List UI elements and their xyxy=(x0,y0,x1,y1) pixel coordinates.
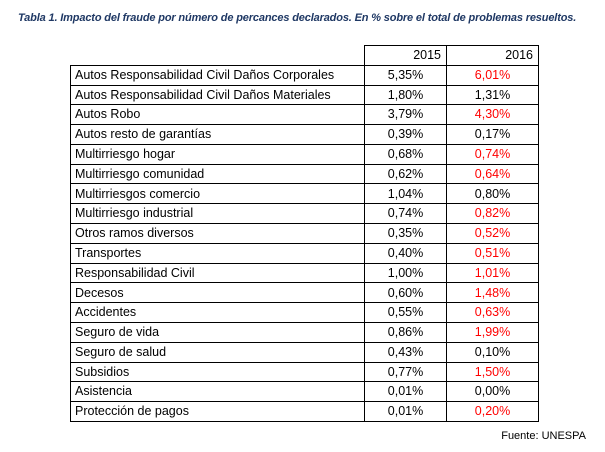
table-row: Asistencia 0,01% 0,00% xyxy=(70,381,539,403)
table-row: Multirriesgo hogar 0,68% 0,74% xyxy=(70,143,539,165)
table-row: Otros ramos diversos 0,35% 0,52% xyxy=(70,223,539,244)
row-label: Autos Responsabilidad Civil Daños Corpor… xyxy=(70,64,365,86)
value-2016: 0,52% xyxy=(446,223,539,244)
row-label: Subsidios xyxy=(70,361,365,383)
table-caption: Tabla 1. Impacto del fraude por número d… xyxy=(18,12,577,24)
table-row: Subsidios 0,77% 1,50% xyxy=(70,361,539,383)
header-row: 2015 2016 xyxy=(71,45,539,66)
value-2016: 0,63% xyxy=(446,302,539,323)
table-body: Autos Responsabilidad Civil Daños Corpor… xyxy=(70,64,539,422)
table-row: Accidentes 0,55% 0,63% xyxy=(70,302,539,323)
table-row: Seguro de vida 0,86% 1,99% xyxy=(70,321,539,343)
row-label: Multirriesgo hogar xyxy=(70,143,365,165)
row-label: Multirriesgo comunidad xyxy=(70,163,365,185)
row-label: Accidentes xyxy=(70,302,365,323)
row-label: Multirriesgo industrial xyxy=(70,203,365,225)
value-2016: 0,10% xyxy=(446,341,539,363)
table-row: Protección de pagos 0,01% 0,20% xyxy=(70,401,539,422)
value-2016: 0,20% xyxy=(446,401,539,422)
value-2016: 1,31% xyxy=(446,84,539,106)
value-2015: 0,01% xyxy=(364,381,447,403)
table-row: Autos resto de garantías 0,39% 0,17% xyxy=(70,124,539,145)
value-2016: 1,99% xyxy=(446,321,539,343)
value-2015: 5,35% xyxy=(364,64,447,86)
value-2016: 1,01% xyxy=(446,262,539,284)
table-row: Responsabilidad Civil 1,00% 1,01% xyxy=(70,262,539,284)
value-2016: 0,51% xyxy=(446,242,539,264)
value-2016: 1,48% xyxy=(446,282,539,304)
value-2015: 0,35% xyxy=(364,223,447,244)
source-note: Fuente: UNESPA xyxy=(501,430,586,442)
row-label: Seguro de salud xyxy=(70,341,365,363)
header-spacer-cell xyxy=(71,46,365,66)
header-year-2015: 2015 xyxy=(364,45,447,66)
value-2015: 0,60% xyxy=(364,282,447,304)
table-row: Autos Responsabilidad Civil Daños Corpor… xyxy=(70,64,539,86)
value-2016: 0,00% xyxy=(446,381,539,403)
value-2015: 1,00% xyxy=(364,262,447,284)
table-row: Autos Robo 3,79% 4,30% xyxy=(70,104,539,126)
value-2016: 4,30% xyxy=(446,104,539,126)
row-label: Autos resto de garantías xyxy=(70,124,365,145)
row-label: Responsabilidad Civil xyxy=(70,262,365,284)
value-2016: 0,74% xyxy=(446,143,539,165)
value-2015: 3,79% xyxy=(364,104,447,126)
value-2016: 0,64% xyxy=(446,163,539,185)
row-label: Otros ramos diversos xyxy=(70,223,365,244)
table-row: Transportes 0,40% 0,51% xyxy=(70,242,539,264)
table-row: Autos Responsabilidad Civil Daños Materi… xyxy=(70,84,539,106)
row-label: Autos Responsabilidad Civil Daños Materi… xyxy=(70,84,365,106)
table-row: Multirriesgos comercio 1,04% 0,80% xyxy=(70,183,539,205)
row-label: Multirriesgos comercio xyxy=(70,183,365,205)
row-label: Autos Robo xyxy=(70,104,365,126)
table-row: Multirriesgo comunidad 0,62% 0,64% xyxy=(70,163,539,185)
table-row: Seguro de salud 0,43% 0,10% xyxy=(70,341,539,363)
value-2016: 0,82% xyxy=(446,203,539,225)
value-2015: 0,77% xyxy=(364,361,447,383)
value-2015: 0,43% xyxy=(364,341,447,363)
value-2015: 1,04% xyxy=(364,183,447,205)
value-2016: 0,17% xyxy=(446,124,539,145)
row-label: Transportes xyxy=(70,242,365,264)
value-2015: 1,80% xyxy=(364,84,447,106)
row-label: Asistencia xyxy=(70,381,365,403)
value-2015: 0,39% xyxy=(364,124,447,145)
row-label: Decesos xyxy=(70,282,365,304)
value-2015: 0,40% xyxy=(364,242,447,264)
table-row: Multirriesgo industrial 0,74% 0,82% xyxy=(70,203,539,225)
value-2015: 0,01% xyxy=(364,401,447,422)
header-year-2016: 2016 xyxy=(446,45,539,66)
value-2016: 6,01% xyxy=(446,64,539,86)
table-row: Decesos 0,60% 1,48% xyxy=(70,282,539,304)
value-2016: 1,50% xyxy=(446,361,539,383)
row-label: Protección de pagos xyxy=(70,401,365,422)
value-2015: 0,55% xyxy=(364,302,447,323)
row-label: Seguro de vida xyxy=(70,321,365,343)
fraud-impact-table: 2015 2016 Autos Responsabilidad Civil Da… xyxy=(70,45,539,422)
value-2015: 0,86% xyxy=(364,321,447,343)
value-2015: 0,62% xyxy=(364,163,447,185)
value-2016: 0,80% xyxy=(446,183,539,205)
value-2015: 0,74% xyxy=(364,203,447,225)
value-2015: 0,68% xyxy=(364,143,447,165)
